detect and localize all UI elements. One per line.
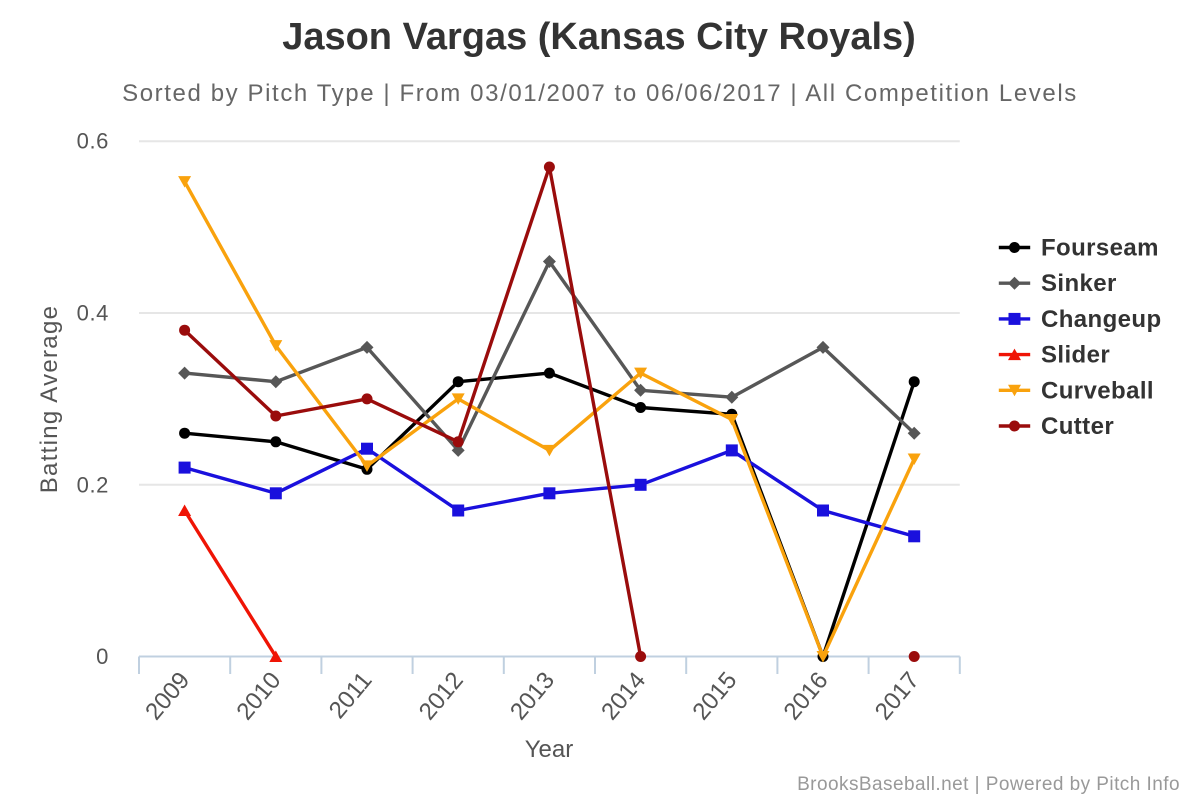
svg-text:0.2: 0.2 [77, 472, 109, 497]
svg-text:Jason Vargas (Kansas City Roya: Jason Vargas (Kansas City Royals) [282, 16, 916, 58]
svg-text:Fourseam: Fourseam [1041, 235, 1159, 262]
svg-text:Batting Average: Batting Average [36, 305, 63, 494]
svg-text:Changeup: Changeup [1041, 306, 1162, 333]
svg-text:Year: Year [525, 736, 574, 763]
svg-text:Slider: Slider [1041, 342, 1110, 369]
svg-text:Cutter: Cutter [1041, 413, 1114, 440]
svg-text:Sinker: Sinker [1041, 270, 1117, 297]
svg-text:0.6: 0.6 [77, 129, 109, 154]
svg-text:Curveball: Curveball [1041, 377, 1154, 404]
svg-text:0.4: 0.4 [77, 301, 109, 326]
svg-text:BrooksBaseball.net | Powered b: BrooksBaseball.net | Powered by Pitch In… [797, 774, 1180, 795]
svg-text:0: 0 [96, 644, 109, 669]
svg-text:Sorted by Pitch Type | From 03: Sorted by Pitch Type | From 03/01/2007 t… [122, 80, 1078, 107]
